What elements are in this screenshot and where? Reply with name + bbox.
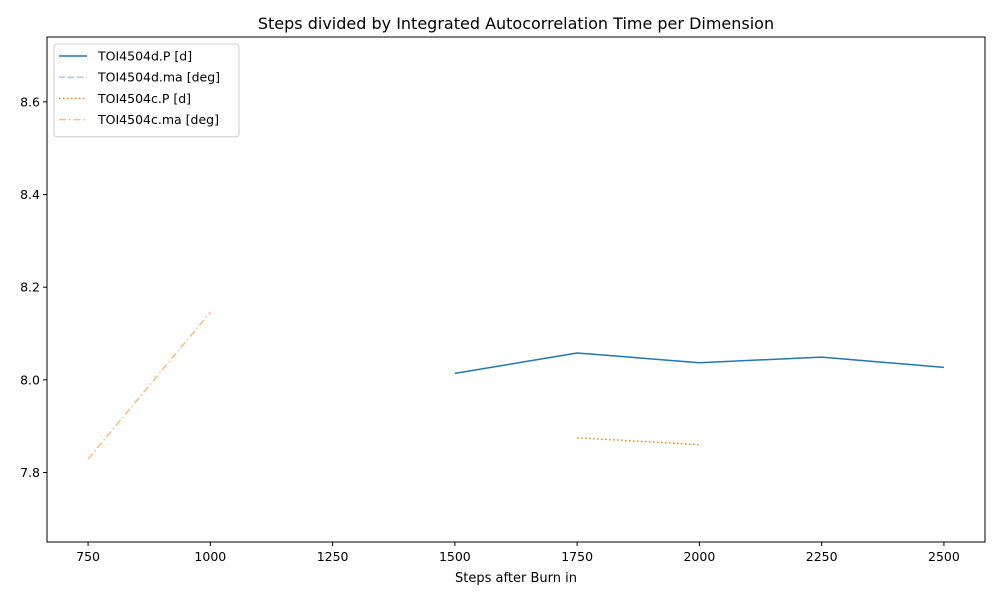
axes-frame xyxy=(46,36,986,543)
x-tick-label: 2500 xyxy=(928,549,960,564)
legend-label: TOI4504d.P [d] xyxy=(97,49,192,64)
plot-area xyxy=(87,311,944,460)
series-line-4 xyxy=(87,311,211,460)
y-tick-label: 7.8 xyxy=(20,465,40,480)
y-tick-label: 8.4 xyxy=(20,187,40,202)
x-tick-label: 2000 xyxy=(683,549,715,564)
legend-label: TOI4504c.P [d] xyxy=(97,91,191,106)
legend-box xyxy=(53,43,240,138)
series-line-1 xyxy=(454,352,944,375)
x-tick-label: 1000 xyxy=(194,549,226,564)
x-tick-label: 1500 xyxy=(439,549,471,564)
x-tick-label: 1750 xyxy=(561,549,593,564)
y-tick-label: 8.6 xyxy=(20,94,40,109)
x-tick-label: 750 xyxy=(76,549,100,564)
series-line-3 xyxy=(577,437,700,446)
y-tick-label: 8.0 xyxy=(20,372,40,387)
legend-label: TOI4504d.ma [deg] xyxy=(97,70,220,85)
y-axis: 7.8 8.0 8.2 8.4 8.6 xyxy=(20,94,47,480)
x-axis: 750 1000 1250 1500 1750 2000 2250 2500 xyxy=(76,542,960,564)
chart-title: Steps divided by Integrated Autocorrelat… xyxy=(258,14,774,33)
legend: TOI4504d.P [d] TOI4504d.ma [deg] TOI4504c.… xyxy=(53,43,240,138)
legend-label: TOI4504c.ma [deg] xyxy=(97,112,219,127)
x-axis-label: Steps after Burn in xyxy=(455,571,577,586)
x-tick-label: 2250 xyxy=(806,549,838,564)
y-tick-label: 8.2 xyxy=(20,280,40,295)
x-tick-label: 1250 xyxy=(317,549,349,564)
